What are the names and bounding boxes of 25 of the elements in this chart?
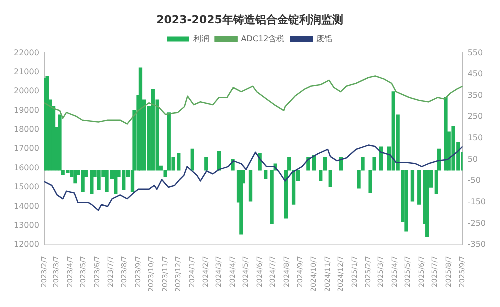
y2-tick-label: -250 bbox=[468, 218, 486, 228]
y-tick-label: 18000 bbox=[14, 125, 40, 134]
y-tick-label: 15000 bbox=[14, 182, 40, 192]
legend-label: 废铝 bbox=[316, 34, 333, 44]
y2-tick-label: 350 bbox=[468, 90, 484, 100]
y-tick-label: 21000 bbox=[14, 67, 40, 76]
chart-title: 2023-2025年铸造铝合金锭利润监测 bbox=[156, 13, 344, 26]
y2-tick-label: 250 bbox=[468, 112, 484, 122]
y-tick-label: 16000 bbox=[14, 163, 40, 172]
y-tick-label: 14000 bbox=[14, 202, 40, 211]
y-tick-label: 20000 bbox=[14, 86, 40, 96]
y2-tick-label: 450 bbox=[468, 70, 484, 79]
y2-tick-label: -50 bbox=[468, 176, 481, 186]
y2-tick-label: -150 bbox=[468, 198, 486, 207]
y-tick-label: 22000 bbox=[14, 48, 40, 58]
y2-tick-label: 150 bbox=[468, 134, 484, 143]
y2-tick-label: 550 bbox=[468, 48, 484, 58]
y-tick-label: 19000 bbox=[14, 106, 40, 115]
legend-label: ADC12含税 bbox=[241, 34, 285, 44]
y2-tick-label: 50 bbox=[468, 154, 478, 164]
y-tick-label: 13000 bbox=[14, 220, 40, 230]
y-tick-label: 17000 bbox=[14, 144, 40, 154]
y2-tick-label: -350 bbox=[468, 240, 486, 250]
legend-label: 利润 bbox=[193, 34, 210, 44]
y-tick-label: 12000 bbox=[14, 240, 40, 250]
